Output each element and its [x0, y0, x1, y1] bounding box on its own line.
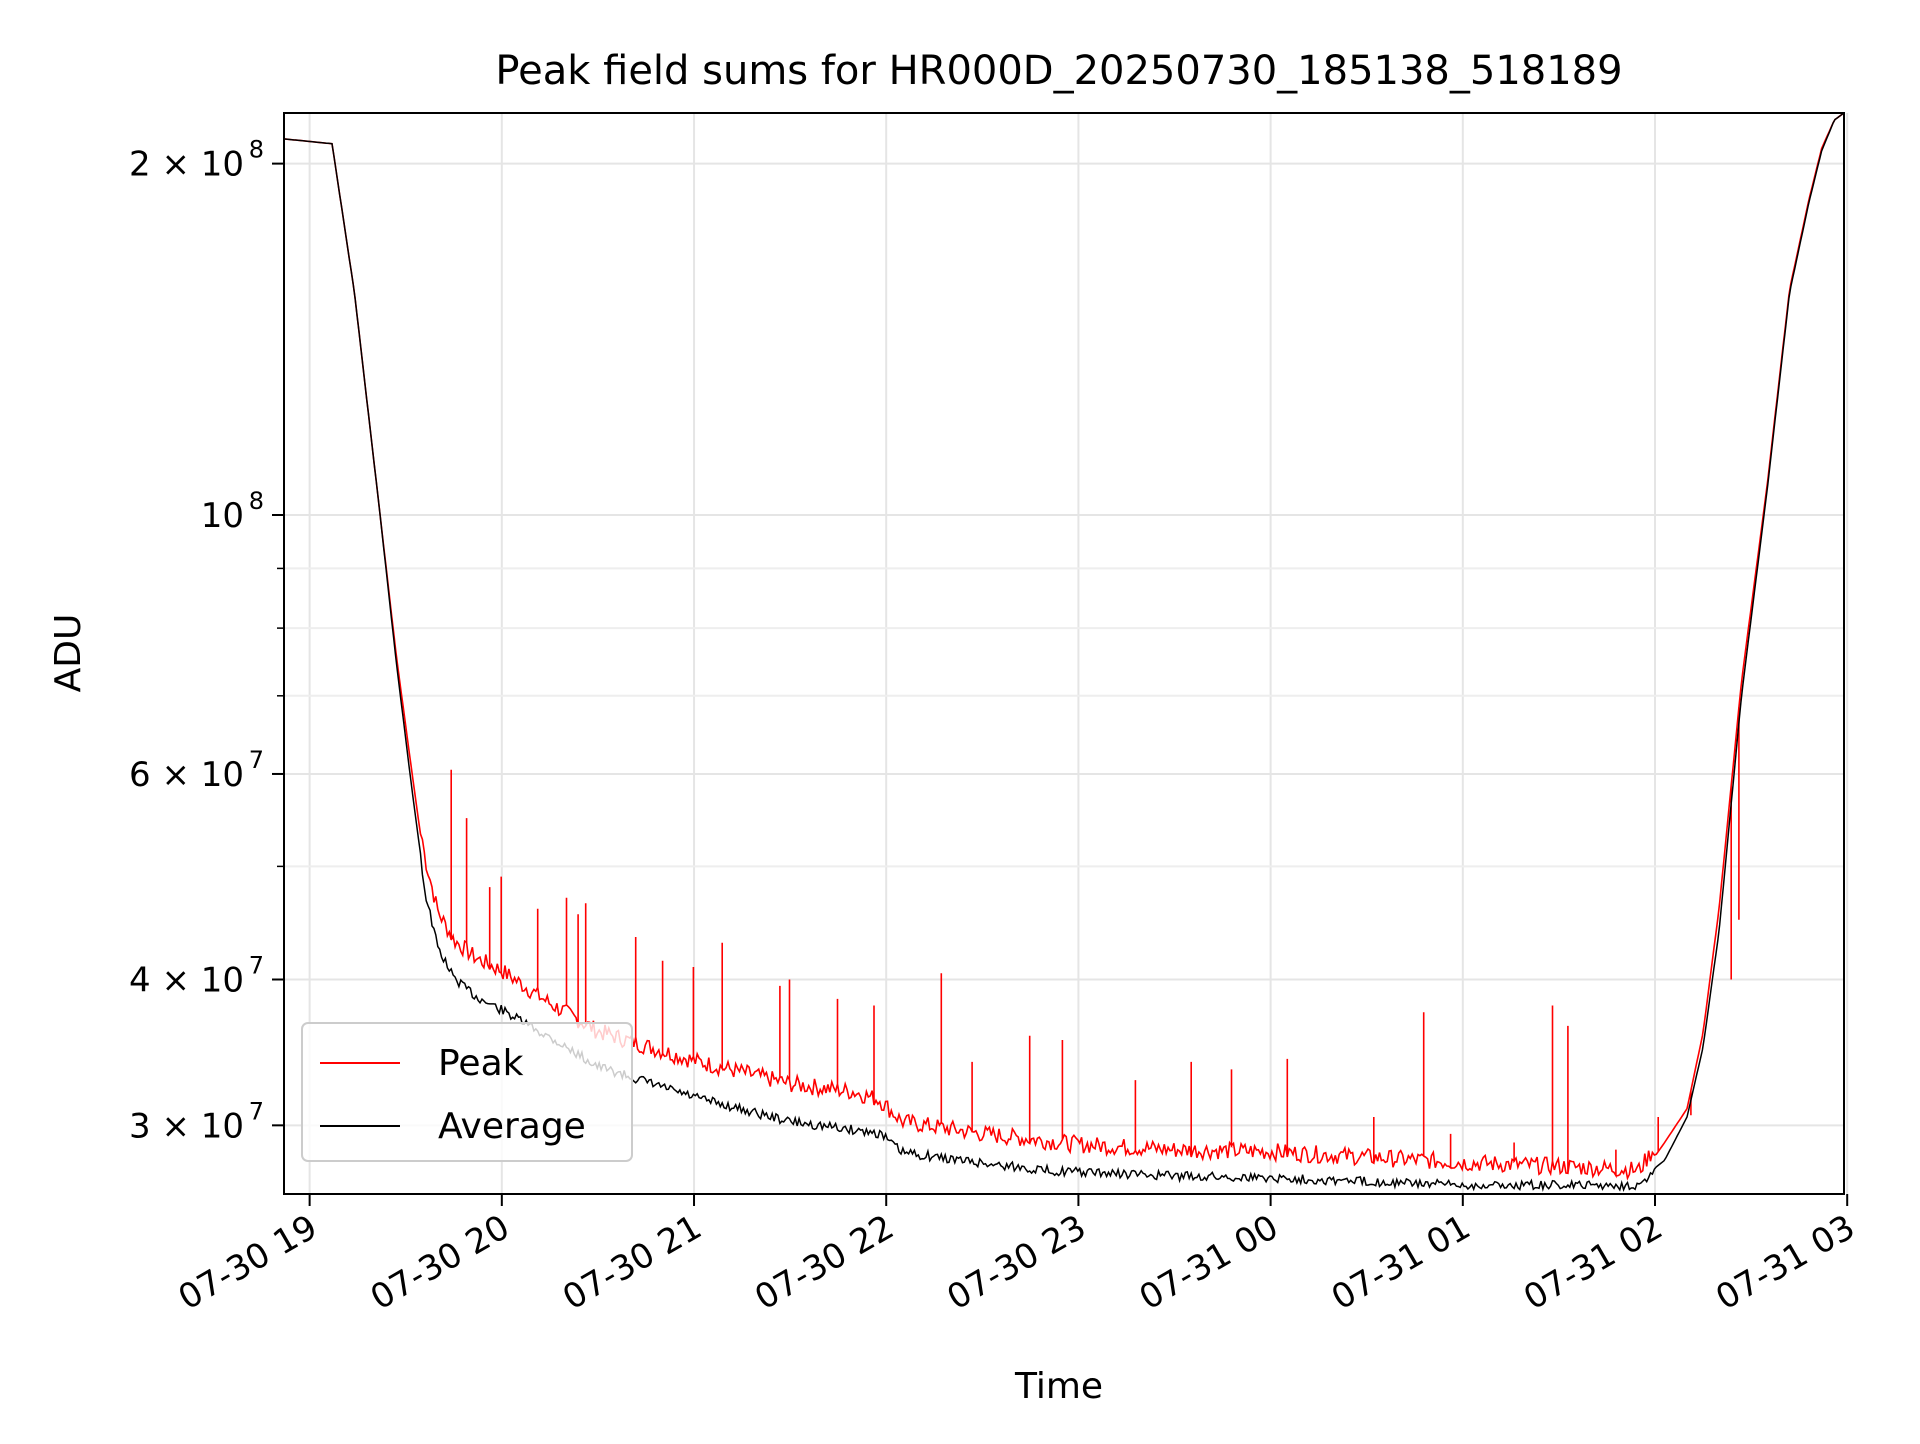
y-tick-label-base: 10 [201, 496, 244, 536]
y-tick-label: 6 × 10 [129, 755, 244, 795]
y-tick-label-base: 4 × 10 [129, 961, 244, 1001]
y-tick-label: 4 × 10 [129, 961, 244, 1001]
y-tick-label: 10 [201, 496, 244, 536]
series-line-peak [284, 113, 1844, 1181]
legend-label-average: Average [438, 1106, 586, 1147]
y-tick-exponent: 8 [249, 136, 264, 164]
chart-title: Peak field sums for HR000D_20250730_1851… [495, 48, 1622, 94]
y-tick-label: 2 × 10 [129, 145, 244, 185]
legend-label-peak: Peak [438, 1043, 524, 1084]
y-tick-label-base: 2 × 10 [129, 145, 244, 185]
legend: Peak Average [301, 1022, 633, 1162]
grid-layer [284, 113, 1849, 1194]
y-axis-label: ADU [48, 614, 89, 693]
y-tick-exponent: 7 [249, 746, 264, 774]
y-tick-exponent: 7 [249, 1097, 264, 1125]
y-tick-exponent: 7 [249, 952, 264, 980]
y-tick-label-base: 3 × 10 [129, 1106, 244, 1146]
y-tick-label-base: 6 × 10 [129, 755, 244, 795]
y-tick-label: 3 × 10 [129, 1106, 244, 1146]
plot-frame [283, 112, 1845, 1195]
y-tick-exponent: 8 [249, 487, 264, 515]
x-axis-label: Time [1014, 1366, 1103, 1407]
